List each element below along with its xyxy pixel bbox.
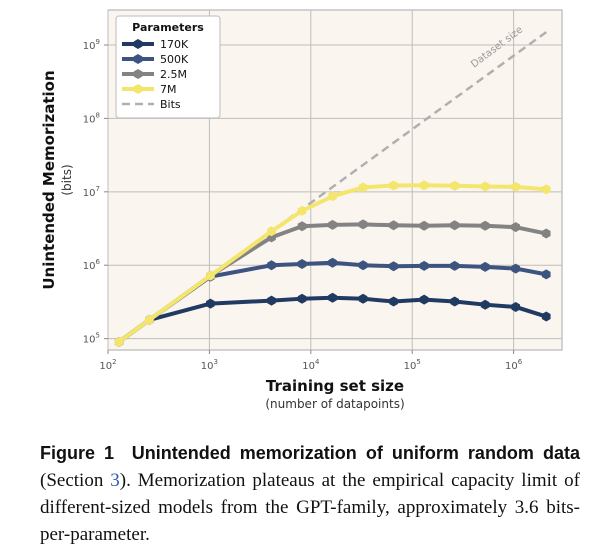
series-500k-point-3 <box>267 260 276 271</box>
x-tick-label-1: 103 <box>201 358 218 372</box>
series-170k-point-5 <box>328 292 337 303</box>
legend-7m-marker <box>133 84 143 94</box>
figure-label: Figure 1 <box>40 443 115 463</box>
series-2-5m-point-12 <box>541 228 551 239</box>
caption-section-close: ). <box>119 470 131 491</box>
series-170k-point-7 <box>389 296 398 307</box>
legend-500k-label: 500K <box>160 53 189 66</box>
y-tick-label-1: 106 <box>83 258 101 272</box>
figure-caption: Figure 1 Unintended memorization of unif… <box>40 440 580 548</box>
series-7m-point-6 <box>358 182 368 193</box>
series-2-5m-point-9 <box>450 220 459 231</box>
y-axis-subtitle: (bits) <box>60 164 74 195</box>
dataset-size-reference <box>118 31 547 344</box>
series-7m-point-9 <box>450 180 459 191</box>
series-2-5m-point-10 <box>480 220 490 231</box>
y-tick-label-3: 108 <box>83 111 100 125</box>
series-500k-point-12 <box>541 269 551 280</box>
legend-2-5m-label: 2.5M <box>160 68 187 81</box>
series-500k-point-5 <box>328 257 337 268</box>
x-tick-label-4: 106 <box>505 358 523 372</box>
series-170k <box>114 292 551 347</box>
series-500k-point-11 <box>511 263 521 274</box>
series-500k-point-7 <box>389 261 398 272</box>
series-500k-point-9 <box>450 260 459 271</box>
series-2-5m-point-4 <box>297 221 307 232</box>
x-axis-subtitle: (number of datapoints) <box>265 397 404 411</box>
legend-title: Parameters <box>132 21 204 34</box>
x-axis-title: Training set size <box>266 377 404 395</box>
x-tick-label-0: 102 <box>99 358 116 372</box>
caption-section-open: (Section <box>40 470 111 491</box>
series-2-5m-point-7 <box>389 220 398 231</box>
legend-7m-label: 7M <box>160 83 177 96</box>
series-2-5m-point-8 <box>419 220 429 231</box>
series-170k-point-11 <box>511 301 521 312</box>
series-7m-point-1 <box>145 314 154 325</box>
series-7m-point-4 <box>297 205 307 216</box>
figure-title: Unintended memorization of uniform rando… <box>131 443 581 463</box>
series-7m <box>114 180 551 347</box>
series-170k-point-9 <box>450 296 459 307</box>
series-170k-point-12 <box>541 311 551 322</box>
caption-body: Memorization plateaus at the empirical c… <box>40 470 580 545</box>
series-7m-point-3 <box>267 226 276 237</box>
series-7m-point-0 <box>114 336 124 347</box>
dataset-size-line <box>118 31 547 344</box>
legend-bits-label: Bits <box>160 98 181 111</box>
series-500k-point-8 <box>419 260 429 271</box>
series-7m-point-10 <box>480 181 490 192</box>
legend-items: 170K 500K 2.5M 7M Bits <box>122 38 189 111</box>
series-500k-point-6 <box>358 260 368 271</box>
x-tick-label-2: 104 <box>302 358 320 372</box>
series-7m-point-8 <box>419 180 429 191</box>
series-2-5m-point-6 <box>358 219 368 230</box>
y-tick-label-0: 105 <box>83 332 100 346</box>
series-7m-point-7 <box>389 180 398 191</box>
series-500k-point-10 <box>480 261 490 272</box>
x-tick-label-3: 105 <box>404 358 421 372</box>
section-link[interactable]: 3 <box>110 470 120 491</box>
legend-170k-marker <box>133 39 143 49</box>
series-7m-point-12 <box>541 184 551 195</box>
legend: Parameters 170K 500K 2.5M 7M Bits <box>115 15 221 119</box>
series-170k-point-8 <box>419 294 429 305</box>
y-axis-title: Unintended Memorization <box>40 70 58 289</box>
series-7m-point-5 <box>328 191 337 202</box>
series-7m-point-2 <box>206 270 215 281</box>
y-tick-label-2: 107 <box>83 185 100 199</box>
tick-labels: 102 103 104 105 106 105 106 107 108 109 <box>83 38 523 372</box>
series-170k-point-3 <box>267 295 276 306</box>
series-170k-point-4 <box>297 293 307 304</box>
series-170k-point-10 <box>480 299 490 310</box>
series-2-5m-point-11 <box>511 222 521 233</box>
y-tick-label-4: 109 <box>83 38 100 52</box>
legend-170k-label: 170K <box>160 38 189 51</box>
series-170k-point-2 <box>206 298 215 309</box>
legend-2-5m-marker <box>133 69 143 79</box>
series-7m-point-11 <box>511 181 521 192</box>
series-2-5m-point-5 <box>328 219 337 230</box>
legend-500k-marker <box>133 54 143 64</box>
series-170k-point-6 <box>358 293 368 304</box>
data-series <box>114 180 551 347</box>
series-500k-point-4 <box>297 258 307 269</box>
